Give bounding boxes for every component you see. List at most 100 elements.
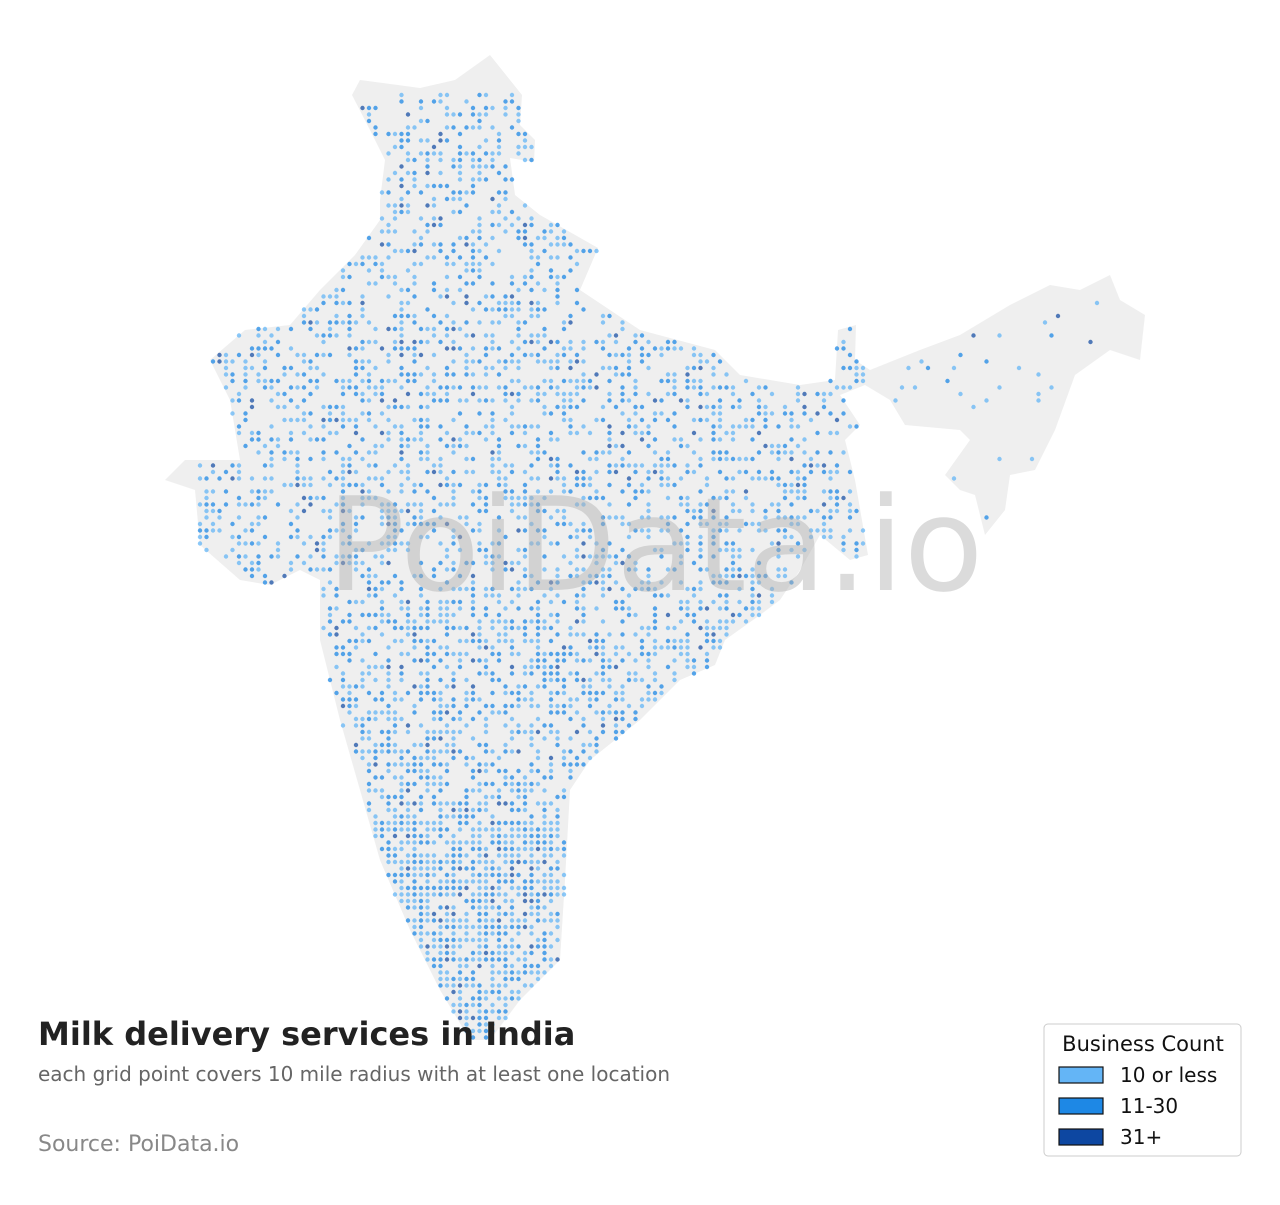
grid-point — [347, 326, 352, 332]
grid-point — [756, 398, 762, 403]
grid-point — [243, 385, 248, 390]
grid-point — [737, 599, 742, 605]
grid-point — [477, 157, 482, 163]
grid-point — [360, 547, 365, 553]
grid-point — [626, 352, 632, 358]
grid-point — [704, 632, 710, 637]
grid-point — [535, 918, 541, 923]
grid-point — [444, 333, 450, 338]
grid-point — [789, 424, 794, 429]
grid-point — [769, 450, 775, 455]
grid-point — [425, 255, 430, 260]
grid-point — [438, 716, 443, 722]
grid-point — [503, 398, 508, 403]
grid-point — [490, 924, 495, 930]
grid-point — [587, 580, 593, 585]
grid-point — [496, 131, 502, 137]
grid-point — [373, 814, 378, 819]
grid-point — [444, 261, 450, 267]
grid-point — [522, 625, 528, 631]
grid-point — [438, 398, 443, 403]
grid-point — [620, 690, 625, 696]
grid-point — [503, 625, 508, 631]
grid-point — [561, 235, 567, 241]
grid-point — [678, 476, 684, 481]
grid-point — [516, 346, 521, 351]
grid-point — [691, 469, 697, 475]
grid-point — [776, 476, 781, 481]
grid-point — [782, 534, 788, 540]
grid-point — [392, 827, 398, 832]
grid-point — [633, 612, 638, 618]
grid-point — [418, 450, 424, 455]
grid-point — [691, 671, 697, 676]
grid-point — [275, 541, 281, 546]
grid-point — [204, 528, 209, 533]
grid-point — [802, 404, 807, 410]
grid-point — [379, 190, 385, 195]
grid-point — [334, 430, 339, 436]
grid-point — [581, 677, 586, 683]
grid-point — [659, 554, 664, 559]
grid-point — [756, 528, 762, 533]
grid-point — [808, 463, 814, 468]
grid-point — [633, 495, 638, 501]
grid-point — [353, 528, 359, 533]
grid-point — [386, 846, 391, 852]
grid-point — [334, 476, 339, 481]
grid-point — [763, 417, 768, 423]
grid-point — [555, 658, 560, 663]
grid-point — [256, 502, 261, 507]
grid-point — [262, 339, 268, 345]
grid-point — [399, 144, 404, 150]
grid-point — [477, 957, 482, 962]
grid-point — [204, 489, 209, 494]
grid-point — [399, 209, 404, 215]
grid-point — [633, 378, 638, 384]
legend-box — [1043, 1023, 1242, 1157]
grid-point — [431, 872, 437, 878]
grid-point — [704, 502, 710, 507]
grid-point — [646, 391, 651, 397]
grid-point — [464, 515, 469, 520]
grid-point — [360, 560, 365, 566]
grid-point — [210, 469, 216, 475]
grid-point — [600, 729, 606, 735]
grid-point — [399, 183, 404, 189]
grid-point — [503, 931, 508, 936]
grid-point — [756, 560, 762, 566]
grid-point — [464, 651, 469, 657]
grid-point — [366, 476, 372, 481]
grid-point — [899, 385, 905, 390]
grid-point — [490, 957, 495, 962]
grid-point — [496, 138, 502, 143]
grid-point — [366, 586, 372, 592]
grid-point — [399, 164, 404, 169]
grid-point — [418, 833, 424, 839]
grid-point — [594, 645, 599, 650]
grid-point — [451, 437, 456, 442]
grid-point — [236, 541, 242, 546]
grid-point — [431, 508, 437, 514]
grid-point — [711, 580, 716, 585]
grid-point — [548, 755, 554, 761]
grid-point — [620, 489, 625, 494]
grid-point — [646, 690, 651, 696]
grid-point — [620, 586, 625, 592]
grid-point — [574, 482, 580, 488]
grid-point — [470, 970, 476, 975]
grid-point — [516, 794, 521, 800]
grid-point — [477, 710, 482, 715]
grid-point — [399, 385, 404, 390]
grid-point — [516, 892, 521, 897]
grid-point — [503, 495, 508, 501]
grid-point — [204, 476, 209, 481]
grid-point — [444, 105, 450, 111]
grid-point — [412, 814, 417, 819]
grid-point — [347, 658, 352, 663]
grid-point — [795, 391, 801, 397]
grid-point — [600, 586, 606, 592]
grid-point — [392, 729, 398, 735]
grid-point — [438, 983, 443, 988]
grid-point — [516, 970, 521, 975]
